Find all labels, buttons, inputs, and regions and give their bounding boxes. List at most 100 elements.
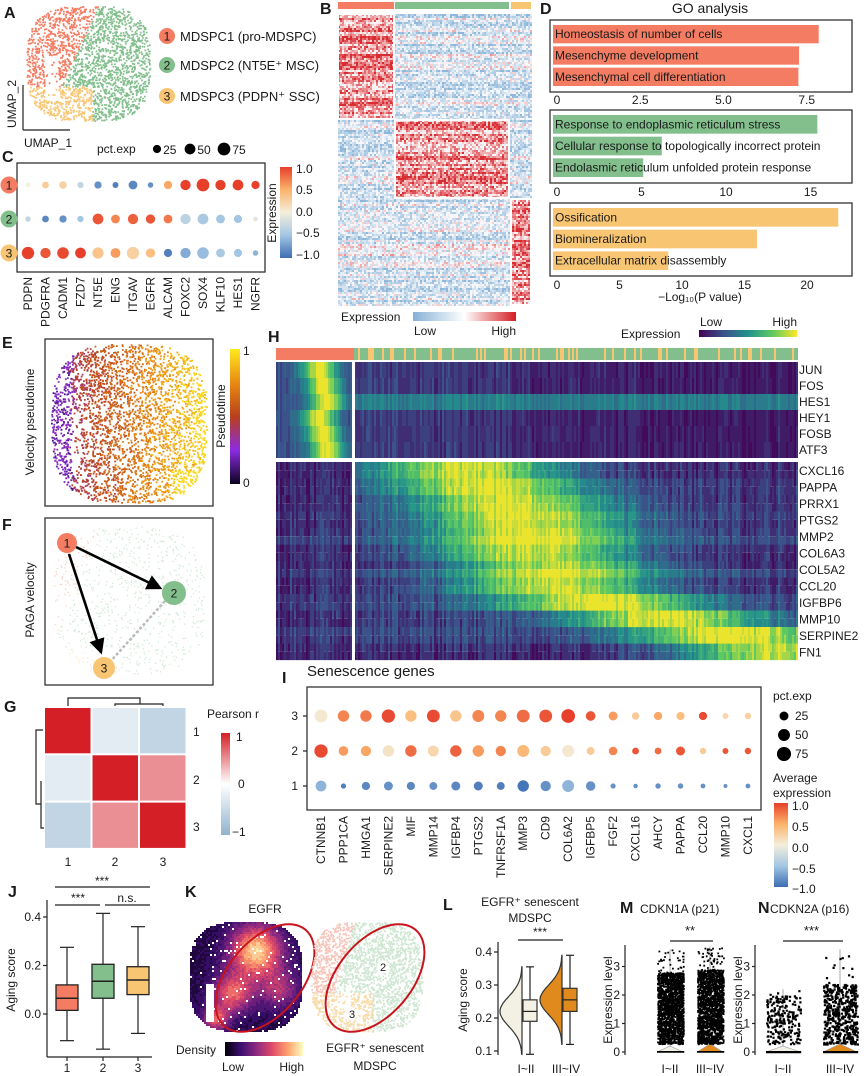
gene-label: MIF [404, 816, 418, 837]
pseudotime-cell-points [51, 357, 86, 474]
umap-cluster-3-points [29, 86, 94, 122]
cluster-badge-number: 2 [164, 59, 171, 73]
gene-label: FOS [799, 379, 824, 393]
y-tick-label: 1 [613, 1017, 620, 1031]
go-axis-tick: 0 [554, 278, 561, 292]
gene-label: PPP1CA [336, 816, 350, 863]
colorbar-high-label: High [279, 1060, 304, 1074]
gene-label: CTNNB1 [314, 816, 328, 864]
colorbar-min-label: 0 [243, 476, 250, 490]
expression-dot [745, 783, 751, 789]
correlation-legend-title: Pearson r [207, 707, 259, 721]
expression-dot [145, 214, 156, 224]
panel-label-c: C [2, 149, 14, 166]
go-bar [553, 158, 644, 177]
pseudotime-colorbar [230, 349, 240, 484]
gene-label: FOSB [799, 427, 832, 441]
cluster-annotation-bar [395, 2, 509, 9]
significance-label: *** [71, 891, 85, 905]
significance-label: ** [685, 923, 695, 938]
colorbar-low-label: Low [222, 1060, 244, 1074]
panel-label-l: L [443, 897, 453, 914]
expression-dot [540, 780, 551, 792]
pseudotime-cell-points [86, 344, 161, 504]
go-x-label: −Log₁₀(P value) [658, 290, 742, 304]
expression-dot [722, 748, 729, 754]
density-map-cells [210, 928, 284, 1026]
colorbar-high-label: High [491, 324, 516, 338]
gene-label: AHCY [651, 816, 665, 849]
expression-dot [608, 711, 618, 721]
gene-label: ALCAM [161, 277, 175, 318]
expression-dot [517, 780, 529, 792]
size-legend-dot [152, 144, 162, 154]
cluster-badge-number: 3 [6, 247, 13, 261]
cluster-badge [159, 57, 175, 73]
expression-dot [540, 745, 551, 757]
expression-dot [361, 781, 371, 791]
go-term-label: Homeostasis of number of cells [555, 27, 722, 41]
go-bar [553, 136, 662, 156]
gene-label: PAPPA [799, 481, 837, 495]
expression-dot [561, 709, 576, 723]
go-term-label: Mesenchyme development [555, 49, 699, 63]
cluster-badge [0, 176, 18, 194]
cluster-legend-label: MDSPC2 (NT5E⁺ MSC) [180, 58, 319, 73]
size-legend-dot [217, 142, 231, 156]
colorbar-title: Average [773, 771, 818, 785]
expression-dot [427, 745, 439, 757]
panel-label-n: N [758, 900, 770, 917]
gene-label: HEY1 [799, 411, 831, 425]
expression-dot [25, 182, 31, 188]
marker-heatmap-cells [338, 14, 532, 306]
size-legend-dot [778, 729, 790, 741]
y-tick-label: 0.1 [475, 1044, 492, 1058]
colorbar-tick-label: −0.5 [296, 226, 320, 240]
gene-label: MMP14 [426, 816, 440, 858]
dotplot-frame [306, 686, 762, 811]
expression-dot [180, 247, 191, 259]
gene-label: IGFBP5 [584, 816, 598, 859]
colorbar-low-label: Low [700, 315, 722, 329]
trajectory-heatmap-cells [294, 362, 798, 661]
panel-label-j: J [8, 884, 17, 901]
go-term-label: Cellular response to topologically incor… [555, 139, 820, 153]
go-axis-tick: 2.5 [632, 93, 649, 107]
colorbar-tick-label: 0.5 [296, 183, 313, 197]
pseudotime-y-label: Velocity pseudotime [23, 368, 37, 475]
y-tick-label: 0.0 [24, 1007, 41, 1021]
expression-dot [608, 746, 618, 756]
expression-points [766, 990, 802, 1054]
expression-dot [145, 248, 156, 258]
y-tick-label: 3 [743, 960, 750, 974]
expression-dot [360, 745, 372, 757]
x-tick-label: 3 [135, 1061, 142, 1075]
gene-label: MMP2 [799, 530, 834, 544]
gene-label: ENG [109, 277, 123, 303]
paga-node [162, 581, 186, 605]
significance-label: *** [95, 874, 109, 888]
umap-cluster-2-points [62, 6, 152, 122]
y-axis-label: Expression level [601, 956, 615, 1043]
row-label: 3 [193, 820, 200, 834]
y-tick-label: 0 [613, 1045, 620, 1059]
size-legend-label: 75 [795, 747, 809, 761]
go-bar [553, 251, 669, 270]
colorbar-tick-label: 1.0 [792, 799, 809, 813]
correlation-cell [45, 708, 91, 754]
gene-label: HES1 [231, 277, 245, 309]
heatmap-legend-title: Expression [621, 327, 680, 341]
cluster-annotation-bar [511, 2, 531, 9]
correlation-cell [140, 755, 186, 801]
expression-dot [632, 747, 640, 755]
expression-dot [472, 745, 484, 757]
gene-label: KLF10 [214, 277, 228, 313]
gene-label: PTGS2 [471, 816, 485, 856]
expression-dot [723, 784, 728, 788]
expression-dot [314, 709, 328, 723]
half-violin [539, 954, 563, 1045]
x-tick-label: I~II [517, 1062, 534, 1076]
gene-label: CXCL16 [799, 464, 845, 478]
expression-dot [450, 745, 462, 757]
row-label: 2 [291, 744, 298, 758]
